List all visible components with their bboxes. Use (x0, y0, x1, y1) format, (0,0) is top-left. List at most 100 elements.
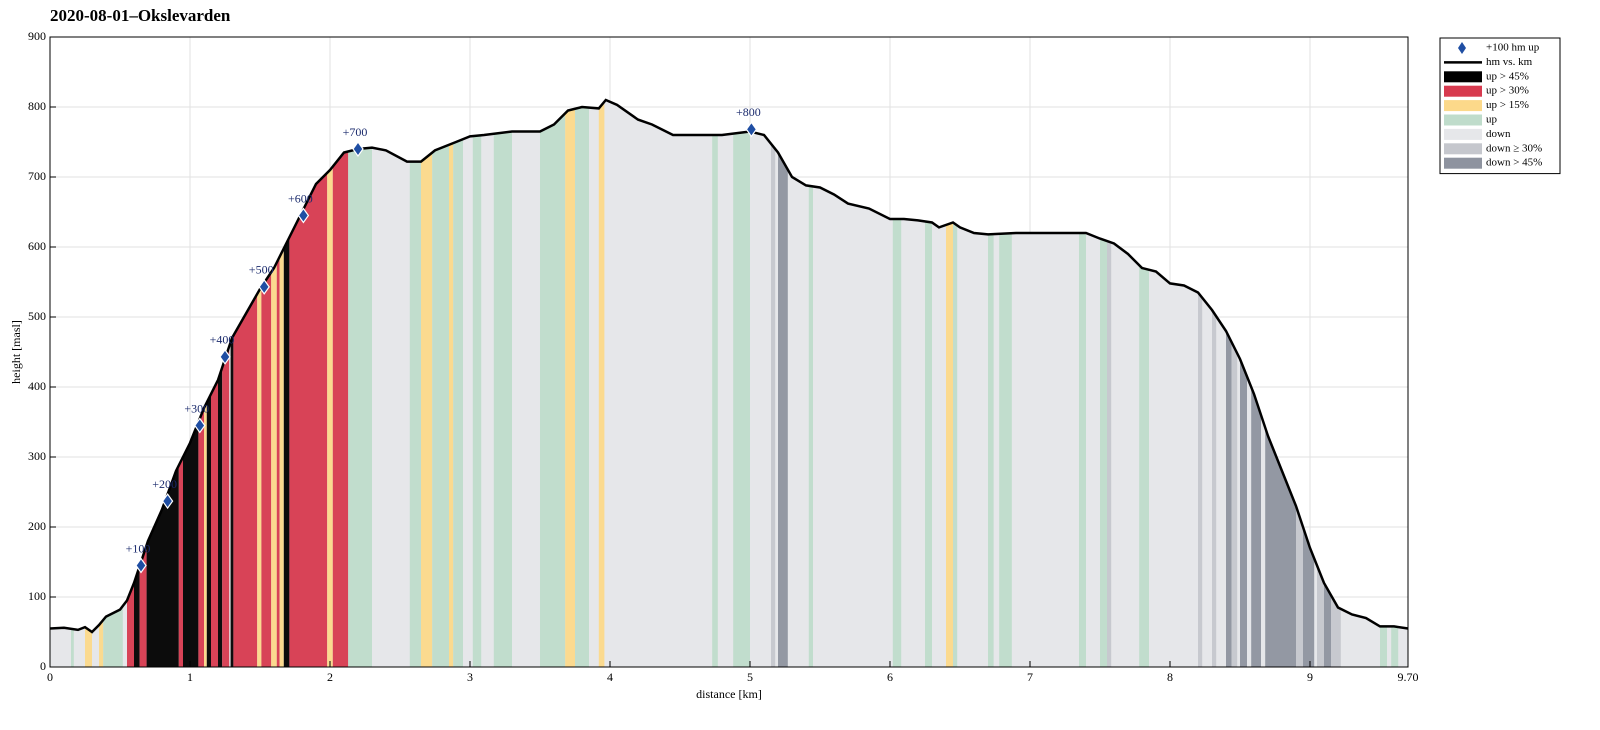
y-tick-label: 800 (28, 99, 46, 113)
x-tick-label: 9.70 (1398, 670, 1419, 684)
y-tick-label: 500 (28, 309, 46, 323)
band (421, 100, 433, 667)
legend-label: down > 45% (1486, 157, 1542, 169)
marker-label: +500 (249, 263, 274, 277)
chart-title: 2020-08-01–Okslevarden (50, 6, 231, 25)
band (1240, 100, 1247, 667)
marker (135, 557, 147, 574)
legend-swatch (1444, 100, 1482, 112)
legend-swatch (1444, 128, 1482, 140)
marker (352, 140, 364, 158)
band (892, 100, 902, 667)
legend-label: up > 45% (1486, 70, 1529, 82)
band (348, 100, 372, 667)
band (733, 100, 750, 667)
legend-swatch (1444, 114, 1482, 126)
band (230, 100, 234, 667)
legend-label: down ≥ 30% (1486, 142, 1542, 154)
band (432, 100, 449, 667)
band (988, 100, 994, 667)
legend-label: up (1486, 114, 1498, 126)
legend-label: up > 30% (1486, 85, 1529, 97)
x-axis-label: distance [km] (696, 687, 762, 701)
band (1198, 100, 1203, 667)
legend-marker (1458, 42, 1466, 54)
x-tick-label: 6 (887, 670, 893, 684)
band (540, 100, 566, 667)
band (953, 100, 958, 667)
marker (194, 417, 206, 434)
y-axis-label: height [masl] (9, 320, 23, 384)
legend-label: down (1486, 128, 1511, 140)
band (222, 100, 230, 667)
band (409, 100, 421, 667)
y-tick-label: 0 (40, 659, 46, 673)
legend-label: up > 15% (1486, 99, 1529, 111)
marker (745, 121, 758, 138)
band (808, 100, 813, 667)
band (575, 100, 589, 667)
band (771, 100, 776, 667)
band (565, 100, 575, 667)
marker (258, 278, 270, 295)
area (50, 100, 1408, 667)
y-tick-label: 100 (28, 589, 46, 603)
y-tick-label: 400 (28, 379, 46, 393)
x-tick-label: 7 (1027, 670, 1033, 684)
marker (161, 493, 174, 510)
band (332, 100, 349, 667)
band (453, 100, 463, 667)
y-tick-label: 700 (28, 169, 46, 183)
band (472, 100, 482, 667)
band (1231, 100, 1238, 667)
y-tick-label: 200 (28, 519, 46, 533)
x-tick-label: 1 (187, 670, 193, 684)
band (712, 100, 718, 667)
marker-label: +100 (126, 541, 151, 555)
band (327, 100, 333, 667)
legend-swatch (1444, 143, 1482, 155)
legend-swatch (1444, 85, 1482, 97)
band (1079, 100, 1086, 667)
legend-swatch (1444, 157, 1482, 169)
band (279, 100, 284, 667)
profile-line (49, 98, 1409, 634)
y-tick-label: 300 (28, 449, 46, 463)
band (449, 100, 454, 667)
legend-swatch (1444, 71, 1482, 83)
marker-label: +400 (210, 333, 235, 347)
band (1107, 100, 1112, 667)
marker-label: +600 (288, 191, 313, 205)
x-tick-label: 2 (327, 670, 333, 684)
y-tick-label: 600 (28, 239, 46, 253)
band (271, 100, 277, 667)
band (261, 100, 272, 667)
x-tick-label: 3 (467, 670, 473, 684)
axes-frame (49, 36, 1409, 668)
marker-label: +800 (736, 105, 761, 119)
band (257, 100, 262, 667)
band (925, 100, 932, 667)
legend-label: hm vs. km (1486, 56, 1533, 68)
x-tick-label: 5 (747, 670, 753, 684)
marker (297, 207, 310, 224)
band (946, 100, 953, 667)
marker-label: +700 (343, 125, 368, 139)
band (1226, 100, 1232, 667)
x-tick-label: 8 (1167, 670, 1173, 684)
x-tick-label: 9 (1307, 670, 1313, 684)
band (778, 100, 788, 667)
marker-label: +300 (184, 401, 209, 415)
band (218, 100, 223, 667)
band (283, 100, 290, 667)
marker (219, 348, 231, 365)
band (1100, 100, 1107, 667)
y-tick-label: 900 (28, 29, 46, 43)
x-tick-label: 4 (607, 670, 613, 684)
band (1212, 100, 1217, 667)
band (598, 100, 605, 667)
band (493, 100, 512, 667)
band (999, 100, 1012, 667)
band (1139, 100, 1149, 667)
